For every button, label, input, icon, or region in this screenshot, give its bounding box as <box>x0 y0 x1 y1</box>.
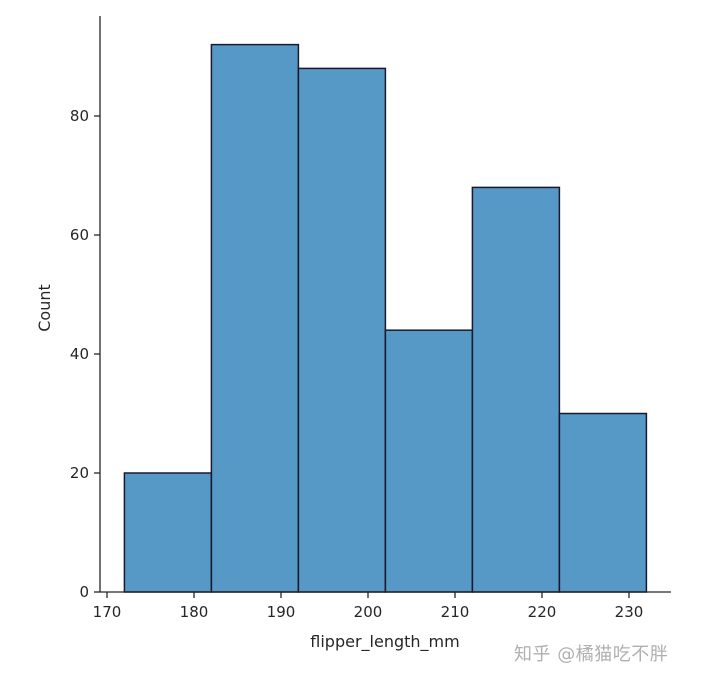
x-tick-label: 230 <box>615 603 644 621</box>
axes <box>99 16 671 593</box>
y-ticks: 0 20 40 60 80 <box>70 107 100 601</box>
histogram-bar-172-182 <box>123 472 213 593</box>
y-tick-label: 60 <box>70 226 89 244</box>
watermark-text: 知乎 @橘猫吃不胖 <box>514 644 669 665</box>
histogram-bar-202-212 <box>384 329 474 593</box>
y-tick-label: 80 <box>70 107 89 125</box>
x-tick-label: 220 <box>528 603 557 621</box>
y-tick-label: 40 <box>70 345 89 363</box>
histogram-bar-212-222 <box>471 186 561 593</box>
x-tick-label: 170 <box>93 603 122 621</box>
histogram-bar-192-202 <box>297 67 387 593</box>
y-axis-label: Count <box>35 284 54 332</box>
x-tick-label: 180 <box>180 603 209 621</box>
x-tick-label: 210 <box>441 603 470 621</box>
histogram-bar-182-192 <box>210 43 300 593</box>
y-tick-label: 20 <box>70 464 89 482</box>
y-tick-label: 0 <box>79 583 89 601</box>
x-axis-label: flipper_length_mm <box>310 632 459 652</box>
histogram-bars <box>123 43 648 593</box>
x-tick-label: 200 <box>354 603 383 621</box>
x-tick-label: 190 <box>267 603 296 621</box>
histogram-bar-222-232 <box>558 412 648 593</box>
x-ticks: 170 180 190 200 210 220 230 <box>93 592 644 621</box>
